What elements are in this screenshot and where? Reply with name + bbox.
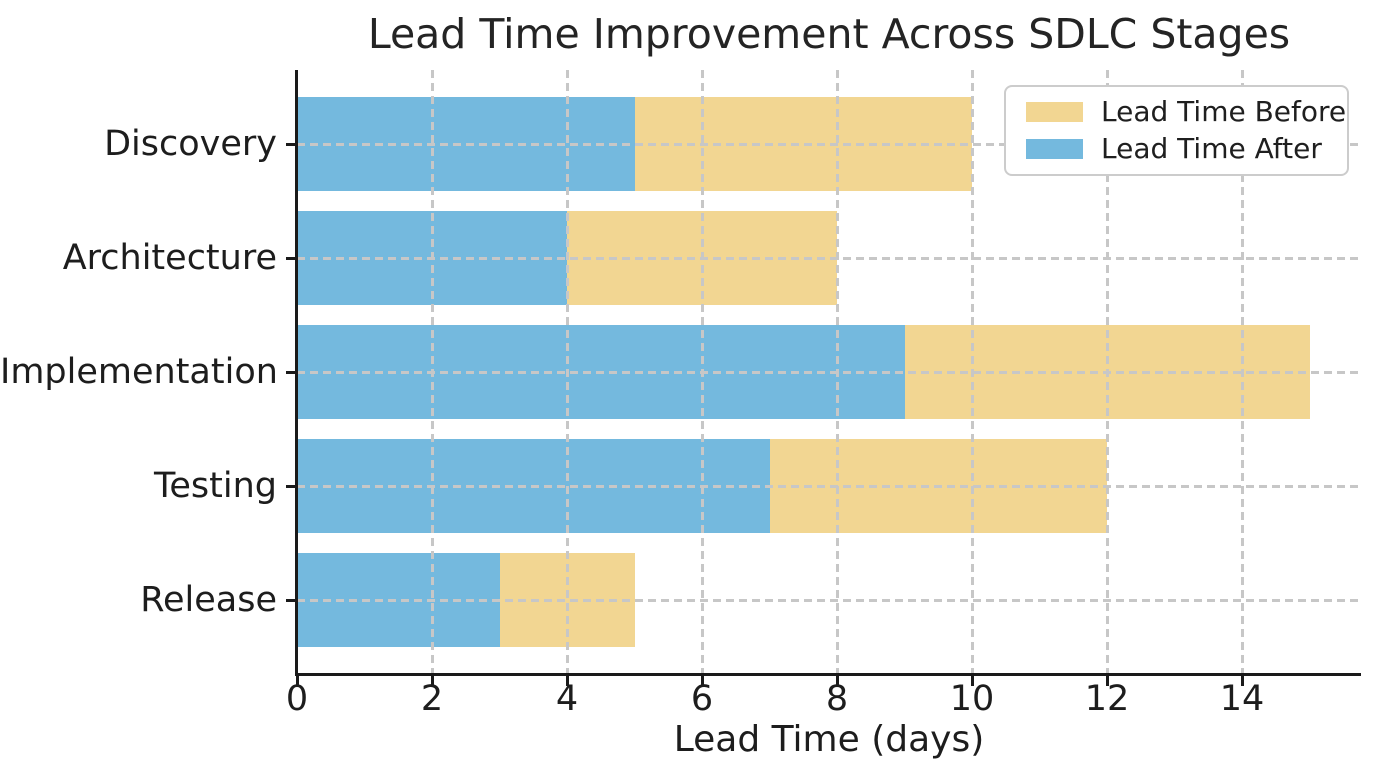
x-tick-label-6: 6	[690, 679, 714, 719]
x-tick-mark-2	[430, 676, 434, 686]
legend-label-after: Lead Time After	[1101, 132, 1322, 165]
x-tick-mark-14	[1240, 676, 1244, 686]
plot-area: Lead Time Before Lead Time After	[297, 70, 1361, 675]
gridline-horizontal-discovery	[297, 142, 1361, 146]
y-tick-mark-discovery	[286, 142, 296, 146]
legend: Lead Time Before Lead Time After	[1004, 85, 1349, 176]
x-tick-mark-4	[565, 676, 569, 686]
x-tick-label-2: 2	[420, 679, 444, 719]
gridline-horizontal-architecture	[297, 256, 1361, 260]
x-tick-label-0: 0	[285, 679, 309, 719]
x-axis-label: Lead Time (days)	[673, 719, 985, 760]
x-axis-spine	[295, 673, 1361, 676]
x-tick-mark-8	[835, 676, 839, 686]
legend-label-before: Lead Time Before	[1101, 95, 1347, 128]
x-tick-label-8: 8	[825, 679, 849, 719]
legend-item-after: Lead Time After	[1026, 133, 1327, 165]
x-tick-label-10: 10	[949, 679, 995, 719]
chart-title: Lead Time Improvement Across SDLC Stages	[367, 10, 1291, 58]
gridline-horizontal-implementation	[297, 370, 1361, 374]
gridline-horizontal-release	[297, 598, 1361, 602]
y-tick-label-testing: Testing	[153, 466, 277, 506]
y-tick-label-release: Release	[140, 580, 277, 620]
x-tick-label-14: 14	[1219, 679, 1265, 719]
y-tick-mark-implementation	[286, 370, 296, 374]
y-tick-mark-testing	[286, 484, 296, 488]
x-tick-mark-6	[700, 676, 704, 686]
y-tick-label-discovery: Discovery	[104, 124, 277, 164]
legend-swatch-after-icon	[1026, 139, 1083, 159]
x-tick-label-4: 4	[555, 679, 579, 719]
y-tick-label-implementation: Implementation	[0, 352, 278, 392]
x-tick-mark-12	[1105, 676, 1109, 686]
legend-swatch-before-icon	[1026, 102, 1083, 122]
y-tick-label-architecture: Architecture	[62, 238, 277, 278]
y-axis-spine	[295, 70, 298, 676]
gridline-horizontal-testing	[297, 484, 1361, 488]
legend-item-before: Lead Time Before	[1026, 96, 1346, 128]
x-tick-mark-10	[970, 676, 974, 686]
y-tick-mark-architecture	[286, 256, 296, 260]
y-tick-mark-release	[286, 598, 296, 602]
x-tick-label-12: 12	[1084, 679, 1130, 719]
x-tick-mark-0	[295, 676, 299, 686]
